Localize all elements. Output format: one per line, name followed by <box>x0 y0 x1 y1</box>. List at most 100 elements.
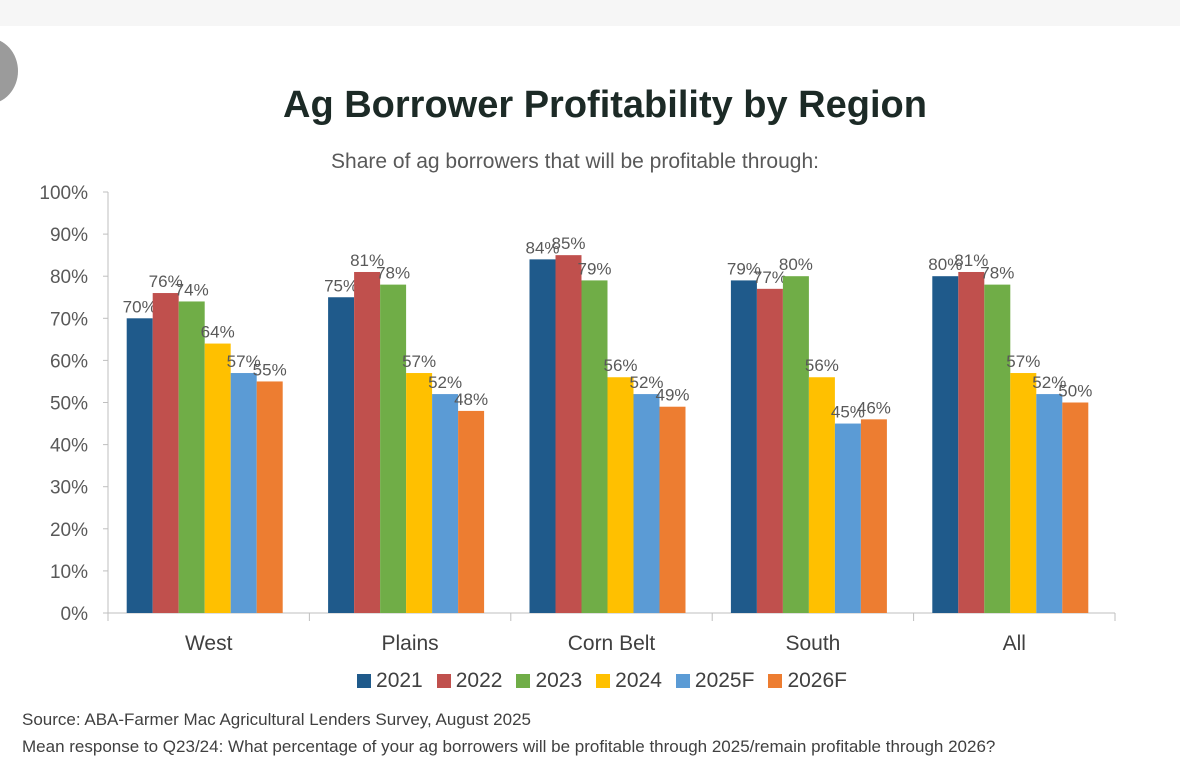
data-label: 45% <box>831 403 865 422</box>
bar <box>1010 373 1037 613</box>
data-label: 56% <box>805 356 839 375</box>
data-label: 70% <box>123 297 157 316</box>
legend-item: 2022 <box>436 669 503 693</box>
bar <box>230 373 257 613</box>
legend-item: 2023 <box>516 669 582 693</box>
data-label: 81% <box>954 251 988 270</box>
data-label: 79% <box>577 259 611 278</box>
bar <box>432 394 459 613</box>
data-label: 78% <box>376 264 410 283</box>
category-label: West <box>185 632 233 655</box>
data-label: 77% <box>753 268 787 287</box>
data-label: 49% <box>655 386 689 405</box>
bar <box>458 410 485 613</box>
bar <box>607 377 634 613</box>
data-label: 81% <box>350 251 384 270</box>
bar <box>860 419 887 613</box>
bar <box>555 255 582 613</box>
data-label: 75% <box>324 276 358 295</box>
corner-button[interactable] <box>0 38 18 104</box>
legend-swatch <box>768 674 783 688</box>
legend-item: 2024 <box>596 669 662 693</box>
category-label: All <box>1003 632 1026 655</box>
data-label: 57% <box>402 352 436 371</box>
data-label: 57% <box>227 352 261 371</box>
legend-swatch <box>357 674 372 688</box>
legend-label: 2021 <box>376 669 423 692</box>
bar <box>328 297 355 613</box>
legend-label: 2024 <box>615 669 662 692</box>
data-label: 74% <box>175 280 209 299</box>
legend-label: 2025F <box>694 669 755 692</box>
bar <box>126 318 153 613</box>
legend-label: 2022 <box>455 669 503 692</box>
bar <box>633 394 660 613</box>
y-tick-label: 20% <box>50 520 88 541</box>
data-label: 52% <box>428 373 462 392</box>
bar <box>659 406 686 613</box>
data-label: 78% <box>980 264 1014 283</box>
bar <box>529 259 556 613</box>
data-label: 48% <box>454 390 488 409</box>
bar <box>152 293 179 613</box>
y-tick-label: 90% <box>50 225 88 246</box>
data-label: 80% <box>779 255 813 274</box>
y-tick-label: 50% <box>50 394 88 415</box>
legend: 2021 2022 2023 2024 2025F 2026F <box>0 669 1180 693</box>
data-label: 52% <box>629 373 663 392</box>
data-label: 85% <box>551 234 585 253</box>
y-tick-label: 100% <box>39 183 88 204</box>
chart-title: Ag Borrower Profitability by Region <box>283 84 927 126</box>
data-label: 50% <box>1058 382 1092 401</box>
y-tick-label: 60% <box>50 351 88 372</box>
data-label: 84% <box>525 238 559 257</box>
legend-label: 2026F <box>787 669 847 692</box>
bar <box>354 271 381 613</box>
legend-swatch <box>516 674 531 688</box>
bar <box>380 284 407 613</box>
top-strip <box>0 0 1180 26</box>
legend-item: 2025F <box>675 669 755 693</box>
y-tick-label: 70% <box>50 309 88 330</box>
y-tick-label: 30% <box>50 478 88 499</box>
data-label: 76% <box>149 272 183 291</box>
bar <box>782 276 809 613</box>
y-tick-label: 40% <box>50 436 88 457</box>
bar <box>1062 402 1089 613</box>
category-label: Corn Belt <box>568 632 656 655</box>
bar <box>204 343 231 613</box>
source-note: Source: ABA-Farmer Mac Agricultural Lend… <box>22 710 531 729</box>
chart-subtitle: Share of ag borrowers that will be profi… <box>331 150 819 173</box>
question-note: Mean response to Q23/24: What percentage… <box>22 737 996 756</box>
legend-item: 2021 <box>357 669 423 693</box>
category-label: Plains <box>381 632 438 655</box>
y-tick-label: 80% <box>50 267 88 288</box>
y-tick-label: 10% <box>50 562 88 583</box>
bar <box>730 280 757 613</box>
data-label: 55% <box>253 360 287 379</box>
legend-swatch <box>675 674 690 688</box>
data-label: 56% <box>603 356 637 375</box>
data-label: 46% <box>857 398 891 417</box>
legend-swatch <box>596 674 611 688</box>
bar <box>406 373 433 613</box>
legend-swatch <box>436 674 451 688</box>
data-label: 64% <box>201 323 235 342</box>
bar <box>256 381 283 613</box>
bar <box>834 423 861 613</box>
bar <box>808 377 835 613</box>
legend-label: 2023 <box>535 669 583 692</box>
legend-item: 2026F <box>768 669 847 693</box>
bar <box>756 288 783 613</box>
category-label: South <box>785 632 840 655</box>
bar <box>1036 394 1063 613</box>
bar <box>984 284 1011 613</box>
bar <box>178 301 205 613</box>
data-label: 79% <box>727 259 761 278</box>
y-tick-label: 0% <box>61 604 89 625</box>
bar <box>932 276 959 613</box>
data-label: 52% <box>1032 373 1066 392</box>
data-label: 80% <box>928 255 962 274</box>
data-label: 57% <box>1006 352 1040 371</box>
